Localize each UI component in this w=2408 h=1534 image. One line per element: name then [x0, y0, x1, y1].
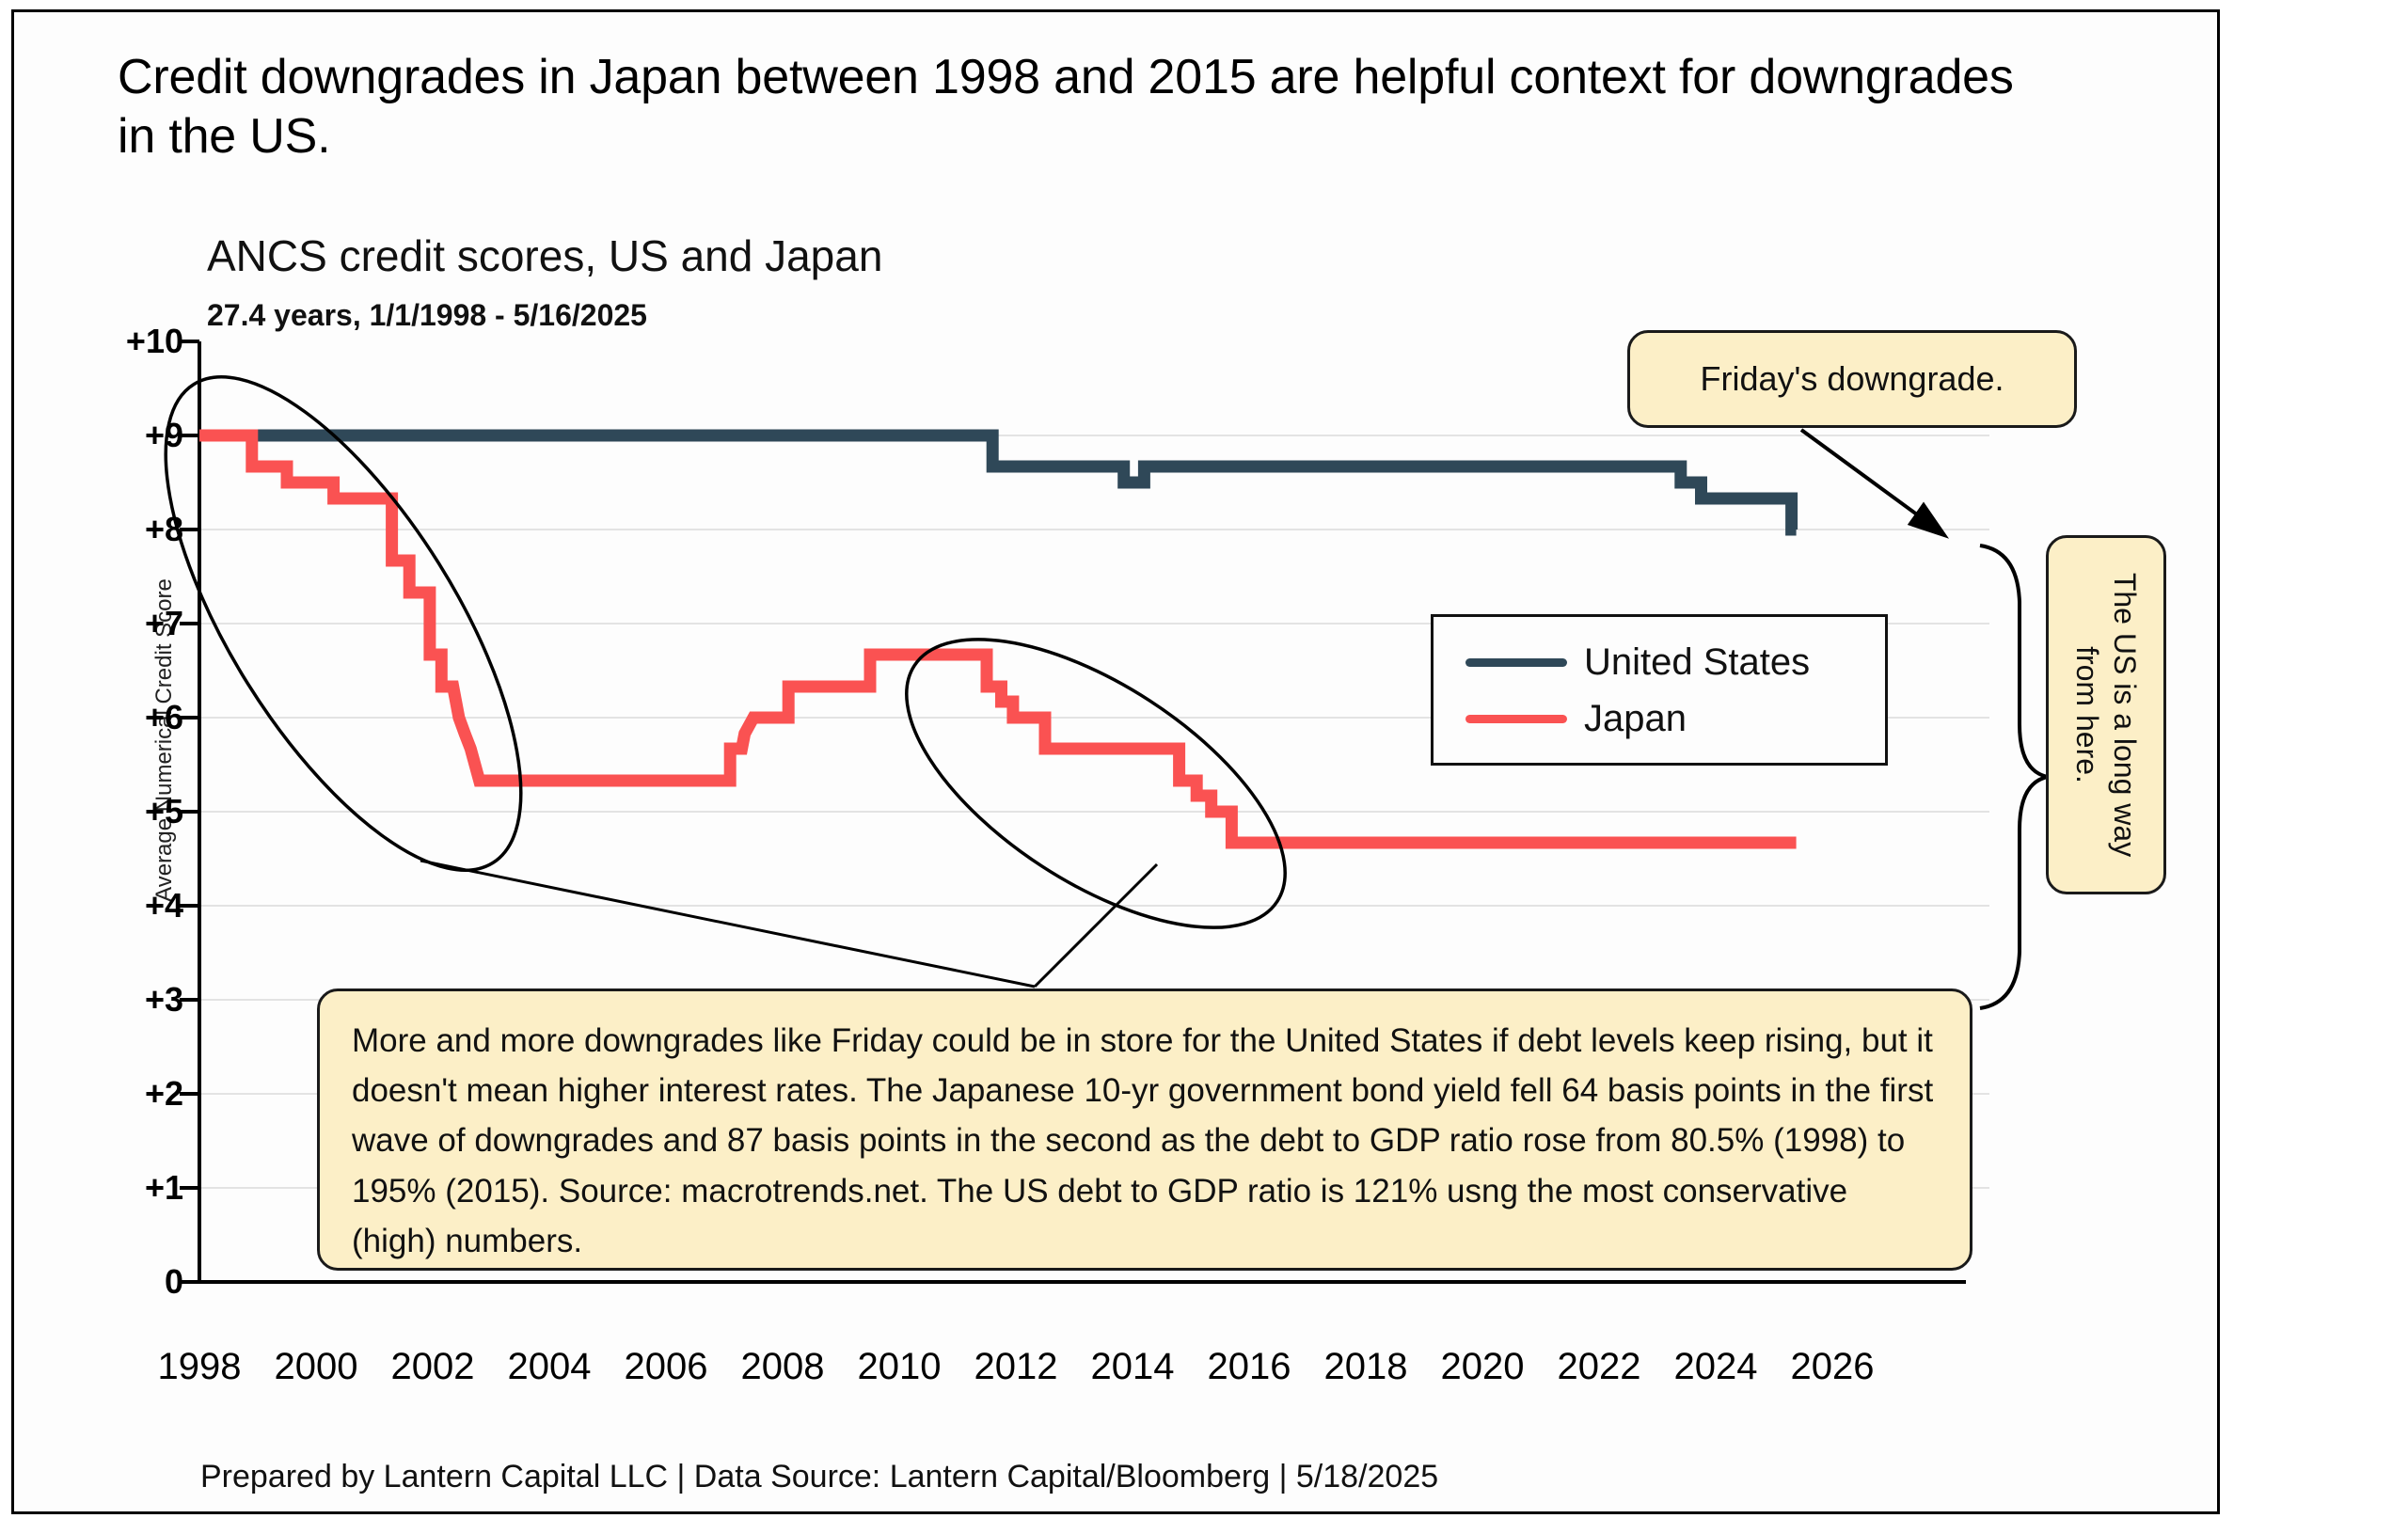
legend-swatch-japan — [1465, 714, 1567, 723]
legend-item-japan[interactable]: Japan — [1465, 697, 1687, 739]
y-tick-4: +4 — [144, 886, 183, 925]
x-tick-2008: 2008 — [740, 1346, 825, 1387]
callout-long-way-text: The US is a long way from here. — [2070, 572, 2142, 858]
callout-main-text: More and more downgrades like Friday cou… — [352, 1022, 1934, 1259]
x-tick-2002: 2002 — [390, 1346, 475, 1387]
x-tick-2010: 2010 — [857, 1346, 942, 1387]
legend-label-japan: Japan — [1584, 697, 1687, 739]
x-tick-1998: 1998 — [157, 1346, 242, 1387]
x-tick-2012: 2012 — [974, 1346, 1058, 1387]
callout-long-way: The US is a long way from here. — [2046, 535, 2166, 894]
chart-title: ANCS credit scores, US and Japan — [207, 231, 883, 280]
x-tick-2016: 2016 — [1207, 1346, 1291, 1387]
chart-subtitle: 27.4 years, 1/1/1998 - 5/16/2025 — [207, 298, 647, 332]
y-axis-ticks: +10 +9 +8 +7 +6 +5 +4 +3 +2 +1 0 — [71, 12, 183, 1511]
y-tick-9: +9 — [144, 416, 183, 454]
annotation-ellipse-first-wave — [164, 375, 523, 872]
x-tick-2000: 2000 — [274, 1346, 358, 1387]
x-tick-2018: 2018 — [1323, 1346, 1408, 1387]
y-tick-2: +2 — [144, 1074, 183, 1113]
y-tick-5: +5 — [144, 792, 183, 830]
legend-item-united-states[interactable]: United States — [1465, 640, 1811, 683]
x-tick-2004: 2004 — [507, 1346, 592, 1387]
x-tick-2006: 2006 — [624, 1346, 708, 1387]
plot-svg — [164, 340, 2049, 1284]
y-tick-6: +6 — [144, 698, 183, 736]
legend-swatch-united-states — [1465, 657, 1567, 667]
y-tick-3: +3 — [144, 980, 183, 1019]
y-tick-7: +7 — [144, 604, 183, 642]
y-tick-10: +10 — [125, 322, 183, 360]
legend-label-united-states: United States — [1584, 640, 1811, 683]
page-headline: Credit downgrades in Japan between 1998 … — [118, 50, 2014, 165]
chart-frame: Credit downgrades in Japan between 1998 … — [11, 9, 2220, 1514]
annotation-ellipse-second-wave — [905, 638, 1287, 929]
x-tick-2014: 2014 — [1090, 1346, 1175, 1387]
y-tick-1: +1 — [144, 1168, 183, 1207]
callout-friday-text: Friday's downgrade. — [1700, 359, 2004, 398]
series-line-united-states — [199, 429, 1798, 536]
callout-friday-downgrade: Friday's downgrade. — [1627, 330, 2077, 428]
series-line-japan — [199, 429, 1797, 849]
x-tick-2026: 2026 — [1790, 1346, 1875, 1387]
chart-legend[interactable]: United States Japan — [1431, 614, 1888, 766]
x-tick-2022: 2022 — [1557, 1346, 1641, 1387]
footer-attribution: Prepared by Lantern Capital LLC | Data S… — [200, 1459, 1439, 1494]
y-tick-0: 0 — [164, 1262, 183, 1301]
callout-main-explanation: More and more downgrades like Friday cou… — [317, 988, 1972, 1271]
annotation-leader-lines — [420, 859, 1159, 988]
y-axis-spine — [180, 340, 201, 1284]
annotation-arrow-friday — [1799, 428, 1950, 539]
annotation-brace — [1979, 544, 2049, 1010]
x-tick-2024: 2024 — [1673, 1346, 1758, 1387]
x-tick-2020: 2020 — [1440, 1346, 1525, 1387]
